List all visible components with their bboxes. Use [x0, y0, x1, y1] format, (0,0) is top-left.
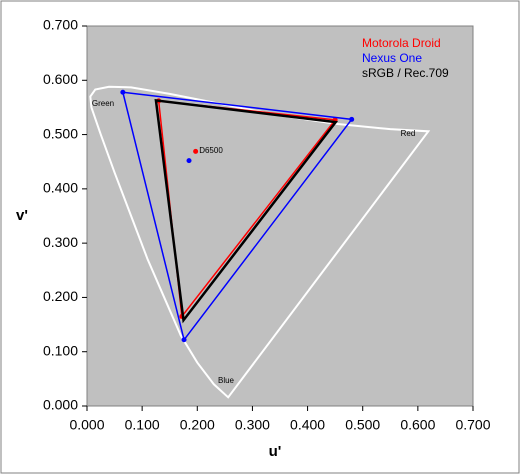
annotation: D6500	[199, 146, 223, 155]
x-tick-label: 0.300	[235, 417, 270, 433]
annotation: Red	[401, 129, 416, 138]
series-line	[154, 98, 339, 324]
x-tick-label: 0.500	[345, 417, 380, 433]
y-tick-label: 0.300	[43, 234, 78, 250]
y-tick-label: 0.000	[43, 397, 78, 413]
x-axis-label: u'	[269, 443, 282, 460]
legend-entry: Motorola Droid	[362, 36, 441, 50]
vertex-marker	[181, 337, 187, 343]
x-tick-label: 0.000	[69, 417, 104, 433]
white-point	[186, 158, 192, 164]
white-point	[193, 148, 199, 154]
y-tick-label: 0.600	[43, 71, 78, 87]
y-axis-label: v'	[16, 207, 28, 224]
annotation: Blue	[218, 376, 235, 385]
legend-entry: sRGB / Rec.709	[362, 66, 449, 80]
plot-area	[86, 25, 474, 407]
x-tick-label: 0.100	[125, 417, 160, 433]
vertex-marker	[120, 89, 126, 95]
x-tick-label: 0.400	[290, 417, 325, 433]
series-line	[121, 91, 354, 342]
x-tick-label: 0.600	[400, 417, 435, 433]
legend-entry: Nexus One	[362, 51, 422, 65]
vertex-marker	[349, 116, 355, 122]
y-tick-label: 0.100	[43, 342, 78, 358]
y-tick-label: 0.500	[43, 125, 78, 141]
y-tick-label: 0.700	[43, 17, 78, 33]
x-tick-label: 0.700	[455, 417, 490, 433]
x-tick-label: 0.200	[180, 417, 215, 433]
annotation: Green	[92, 99, 114, 108]
y-tick-label: 0.200	[43, 288, 78, 304]
y-tick-label: 0.400	[43, 180, 78, 196]
